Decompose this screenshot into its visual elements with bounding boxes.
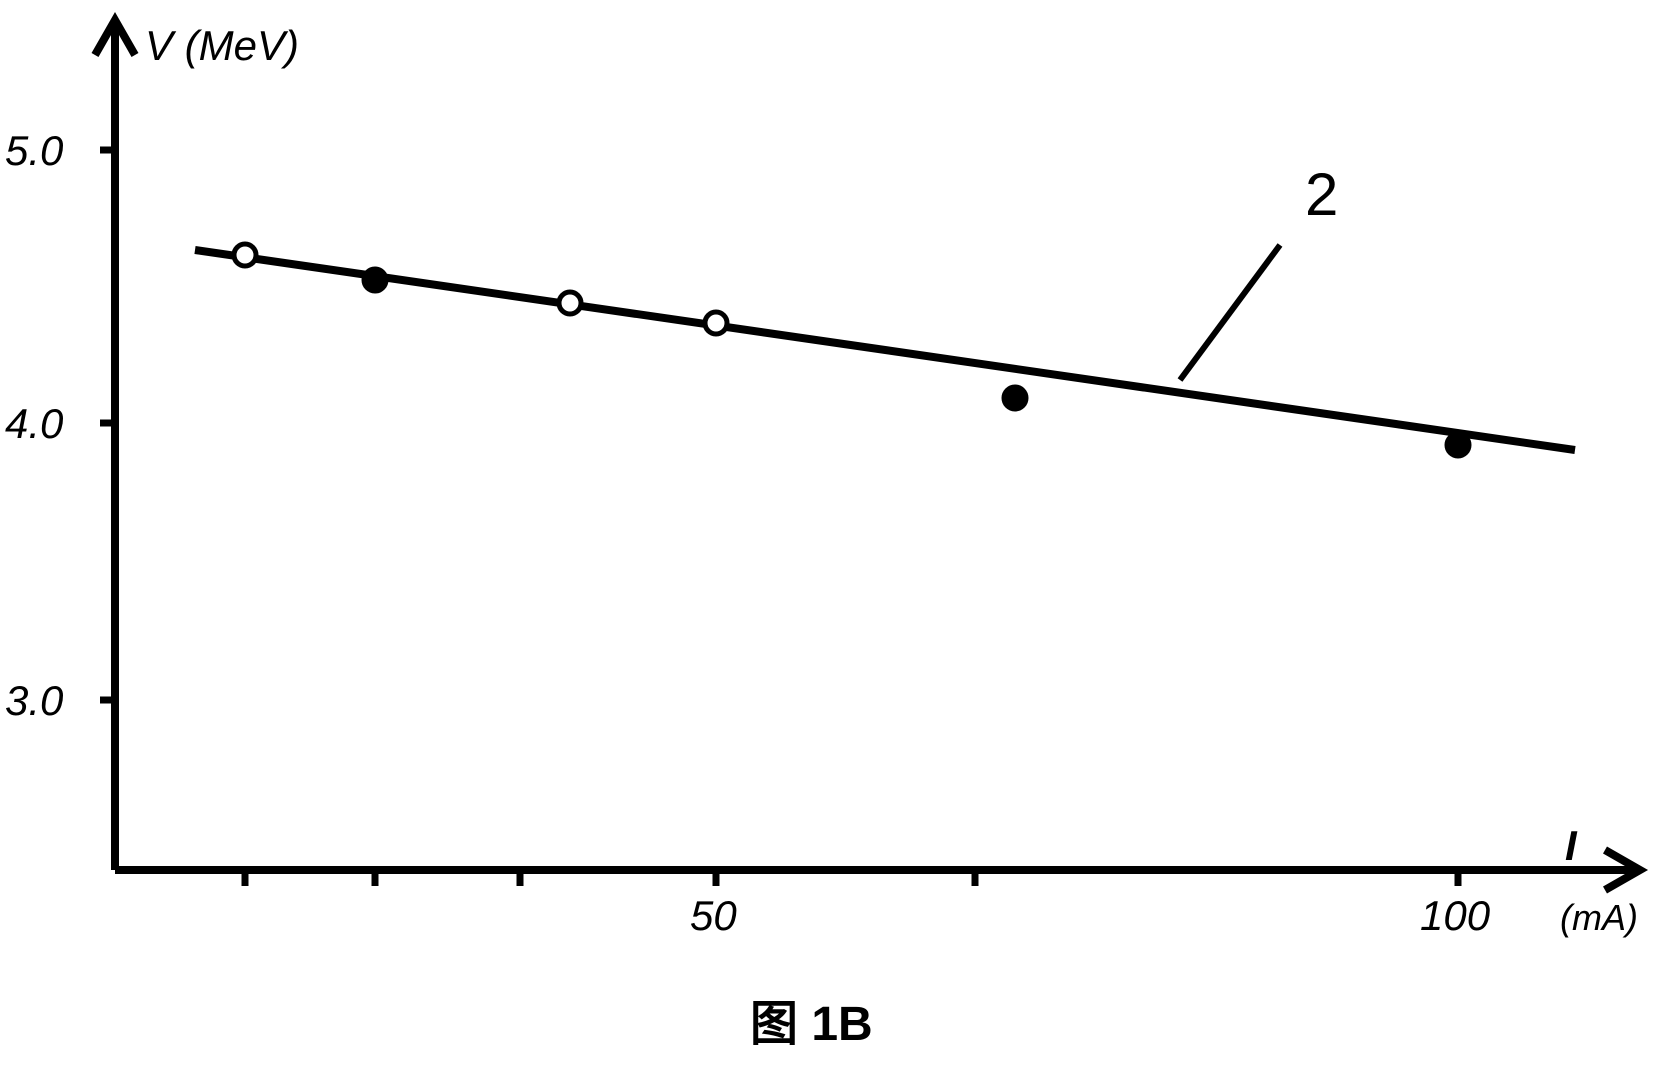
y-axis	[95, 20, 135, 870]
x-axis-unit: (mA)	[1560, 897, 1638, 938]
x-tick-label-50: 50	[690, 892, 737, 939]
figure-caption: 图 1B	[750, 998, 873, 1051]
data-point-5	[1004, 387, 1026, 409]
y-tick-label-4: 4.0	[5, 400, 64, 447]
fit-line	[195, 250, 1575, 450]
x-tick-label-100: 100	[1420, 892, 1491, 939]
x-axis-label: I	[1565, 822, 1578, 869]
chart-container: V (MeV) 5.0 4.0 3.0 50 100 I (mA) 2 图 1B	[0, 0, 1674, 1069]
y-axis-label: V (MeV)	[145, 22, 299, 69]
data-point-2	[364, 269, 386, 291]
data-point-3	[559, 292, 581, 314]
y-tick-label-3: 3.0	[5, 677, 64, 724]
data-points	[234, 244, 1469, 456]
series-pointer	[1180, 245, 1280, 380]
chart-svg: V (MeV) 5.0 4.0 3.0 50 100 I (mA) 2 图 1B	[0, 0, 1674, 1069]
data-point-4	[705, 312, 727, 334]
y-tick-label-5: 5.0	[5, 127, 64, 174]
data-point-1	[234, 244, 256, 266]
x-axis	[115, 850, 1640, 890]
series-label: 2	[1305, 161, 1338, 228]
data-point-6	[1447, 434, 1469, 456]
